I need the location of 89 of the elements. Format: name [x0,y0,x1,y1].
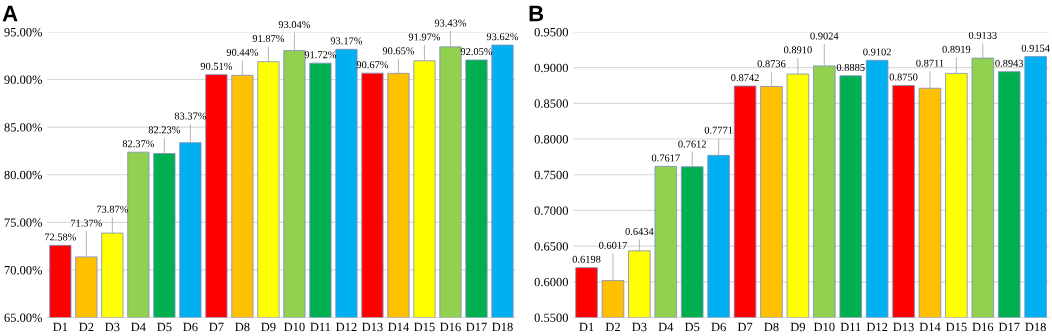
x-tick-label: D5 [684,322,700,332]
x-tick-label: D14 [388,322,410,332]
data-label: 91.87% [252,34,285,43]
y-tick-label: 0.7000 [534,206,568,215]
x-tick-label: D2 [79,322,94,332]
data-label: 0.6198 [572,255,601,263]
data-label: 0.8910 [783,46,812,54]
y-tick-label: 70.00% [4,265,43,275]
y-tick-label: 75.00% [4,218,43,227]
x-tick-label: D10 [813,322,835,332]
y-tick-label: 90.00% [4,75,43,85]
x-tick-label: D8 [235,322,250,332]
x-tick-label: D17 [466,322,487,332]
data-label: 72.58% [44,233,77,241]
data-label: 93.43% [434,19,467,27]
data-label: 91.72% [304,51,337,59]
chart-title: B [529,5,544,22]
x-tick-label: D18 [492,322,513,332]
x-tick-label: D15 [414,322,435,332]
y-tick-label: 0.6500 [534,242,568,251]
y-tick-label: 85.00% [4,123,43,132]
data-label: 90.51% [200,62,233,70]
data-label: 0.8919 [942,45,971,53]
data-label: 90.44% [226,48,259,56]
data-label: 91.97% [408,33,441,41]
x-tick-label: D1 [579,322,594,332]
data-label: 0.8736 [757,60,786,68]
x-tick-label: D1 [53,322,68,332]
x-tick-label: D3 [105,322,120,332]
x-tick-label: D18 [1025,322,1046,332]
data-label: 0.9102 [863,48,891,56]
x-tick-label: D16 [972,322,994,332]
x-tick-label: D5 [157,322,172,332]
data-label: 83.37% [174,112,207,120]
y-tick-label: 0.9500 [534,27,568,37]
y-tick-label: 0.7500 [534,170,568,180]
x-tick-label: D16 [440,322,461,332]
data-label: 92.05% [460,48,493,56]
data-label: 0.7771 [704,126,733,134]
data-label: 0.9154 [1021,44,1050,52]
x-tick-label: D11 [840,322,861,332]
x-tick-label: D4 [658,322,674,332]
data-label: 0.8711 [916,59,944,67]
data-label: 0.7612 [678,140,706,148]
x-tick-label: D15 [945,322,967,332]
x-tick-label: D9 [790,322,806,332]
y-tick-label: 0.9000 [534,63,568,73]
data-label: 0.9133 [968,31,997,39]
data-label: 0.8742 [731,74,759,82]
x-tick-label: D14 [919,322,941,332]
y-tick-label: 0.5500 [534,313,568,323]
y-tick-label: 80.00% [4,170,43,180]
x-tick-label: D13 [893,322,914,332]
y-tick-label: 0.8500 [534,99,568,108]
data-label: 73.87% [96,205,129,213]
y-tick-label: 0.6000 [534,277,568,287]
x-tick-label: D7 [209,322,224,332]
chart-title: A [2,5,18,22]
y-tick-label: 95.00% [4,27,43,37]
x-tick-label: D6 [183,322,198,332]
x-tick-label: D13 [362,322,383,332]
data-label: 90.65% [382,47,415,55]
data-label: 93.04% [278,21,311,29]
x-tick-label: D4 [131,322,146,332]
x-tick-label: D8 [764,322,779,332]
x-tick-label: D12 [336,322,357,332]
x-tick-label: D7 [737,322,753,332]
x-tick-label: D6 [711,322,726,332]
x-tick-label: D12 [866,322,888,332]
data-label: 0.7617 [651,154,680,162]
data-label: 93.62% [486,33,519,41]
data-label: 0.8885 [836,63,865,71]
x-tick-label: D17 [998,322,1020,332]
data-label: 71.37% [70,219,103,227]
y-tick-label: 0.8000 [534,135,568,144]
data-label: 0.8750 [889,73,918,81]
x-tick-label: D11 [310,322,331,332]
x-tick-label: D3 [632,322,647,332]
x-tick-label: D10 [284,322,305,332]
data-label: 0.9024 [810,32,839,40]
data-label: 0.6434 [625,227,654,236]
y-tick-label: 65.00% [4,313,43,323]
data-label: 82.23% [148,126,181,134]
x-tick-label: D2 [605,322,620,332]
data-label: 0.8943 [995,59,1024,67]
data-label: 93.17% [330,37,363,45]
data-label: 0.6017 [599,241,627,249]
data-label: 82.37% [122,140,155,148]
x-tick-label: D9 [261,322,276,332]
